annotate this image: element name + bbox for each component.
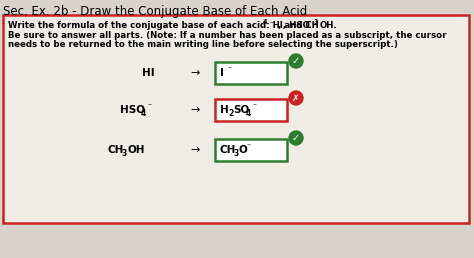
Circle shape [289, 91, 303, 105]
FancyBboxPatch shape [215, 62, 287, 84]
Text: Sec. Ex. 2b - Draw the Conjugate Base of Each Acid: Sec. Ex. 2b - Draw the Conjugate Base of… [3, 5, 307, 18]
Text: →: → [191, 145, 200, 155]
Text: ✗: ✗ [292, 93, 300, 102]
Text: CH: CH [220, 145, 237, 155]
FancyBboxPatch shape [215, 99, 287, 121]
Text: OH: OH [128, 145, 146, 155]
Text: needs to be returned to the main writing line before selecting the superscript.): needs to be returned to the main writing… [8, 40, 398, 49]
Text: ✓: ✓ [292, 133, 300, 143]
Text: ⁻: ⁻ [246, 141, 250, 150]
Text: Write the formula of the conjugate base of each acid: HI, HSO: Write the formula of the conjugate base … [8, 21, 310, 30]
Text: HI: HI [142, 68, 155, 78]
Text: →: → [191, 105, 200, 115]
Text: ⁻: ⁻ [147, 101, 151, 110]
Text: H: H [220, 105, 229, 115]
Text: ⁻: ⁻ [227, 64, 231, 74]
Circle shape [289, 54, 303, 68]
FancyBboxPatch shape [215, 139, 287, 161]
Text: 3: 3 [314, 20, 319, 26]
Text: ⁻: ⁻ [270, 21, 274, 28]
FancyBboxPatch shape [3, 15, 469, 223]
Text: ✓: ✓ [292, 56, 300, 66]
Text: 4: 4 [246, 109, 251, 117]
Text: OH.: OH. [320, 21, 338, 30]
Text: SO: SO [233, 105, 249, 115]
Text: Be sure to answer all parts. (Note: If a number has been placed as a subscript, : Be sure to answer all parts. (Note: If a… [8, 30, 447, 39]
Text: →: → [191, 68, 200, 78]
Text: I: I [220, 68, 224, 78]
Text: 2: 2 [228, 109, 233, 117]
Text: CH: CH [108, 145, 124, 155]
Text: O: O [239, 145, 248, 155]
Text: ⁻: ⁻ [252, 101, 256, 110]
Circle shape [289, 131, 303, 145]
Text: 4: 4 [263, 20, 267, 26]
Text: 3: 3 [122, 149, 127, 157]
Text: , and CH: , and CH [278, 21, 319, 30]
Text: HSO: HSO [120, 105, 145, 115]
Text: 4: 4 [141, 109, 146, 117]
Text: 3: 3 [234, 149, 239, 157]
